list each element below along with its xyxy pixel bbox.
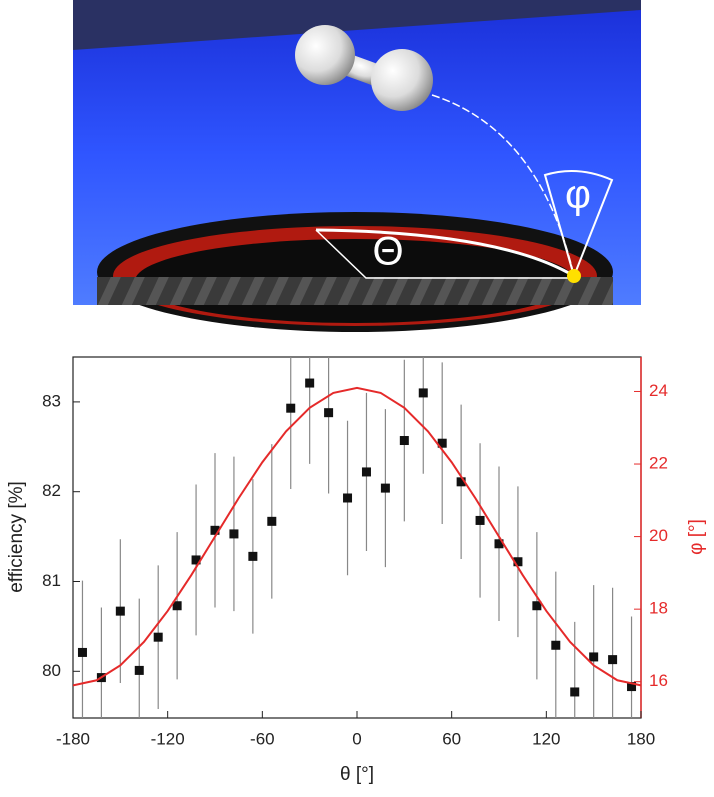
data-point [627, 682, 637, 692]
data-point [115, 606, 125, 616]
data-point [532, 601, 542, 611]
data-point [570, 687, 580, 697]
data-point [551, 640, 561, 650]
y-tick-label: 83 [42, 391, 61, 410]
x-tick-label: 120 [532, 729, 560, 748]
data-point [191, 555, 201, 565]
y2-tick-label: 24 [649, 381, 668, 400]
data-point [172, 601, 182, 611]
data-point [608, 655, 618, 665]
phi-label: φ [565, 173, 591, 217]
theta-wedge [315, 229, 574, 279]
y2-axis-title: φ [°] [686, 519, 707, 555]
phi-wedge [543, 170, 614, 280]
x-tick-label: 60 [442, 729, 461, 748]
data-point [324, 408, 334, 418]
arc [315, 228, 575, 278]
x-tick-label: 180 [627, 729, 655, 748]
data-point [248, 551, 258, 561]
data-point [153, 632, 163, 642]
base [97, 277, 613, 305]
data-point [475, 515, 485, 525]
data-point [437, 438, 447, 448]
y-tick-label: 80 [42, 661, 61, 680]
x-tick-label: -180 [56, 729, 90, 748]
x-tick-label: -120 [151, 729, 185, 748]
y-tick-label: 82 [42, 481, 61, 500]
y-tick-label: 81 [42, 571, 61, 590]
theta-label: Θ [372, 230, 403, 274]
data-point [267, 516, 277, 526]
data-point [380, 483, 390, 493]
data-point [494, 539, 504, 549]
x-tick-label: -60 [250, 729, 275, 748]
data-point [418, 388, 428, 398]
data-point [286, 403, 296, 413]
data-point [589, 652, 599, 662]
backdrop [73, 0, 641, 50]
data-point [305, 378, 315, 388]
y2-tick-label: 16 [649, 671, 668, 690]
data-point [343, 493, 353, 503]
y2-tick-label: 20 [649, 526, 668, 545]
x-tick-label: 0 [352, 729, 361, 748]
fit-curve [73, 386, 641, 687]
data-point [134, 665, 144, 675]
y2-tick-label: 22 [649, 454, 668, 473]
atom [295, 25, 355, 85]
illustration: φ Θ [73, 0, 641, 332]
data-point [399, 436, 409, 446]
y-axis-title: efficiency [%] [6, 481, 27, 593]
y2-tick-label: 18 [649, 599, 668, 618]
data-point [77, 647, 87, 657]
data-point [513, 557, 523, 567]
x-axis-title: θ [°] [340, 764, 374, 785]
data-point [456, 477, 466, 487]
data-point [210, 525, 220, 535]
impact-point [567, 269, 581, 283]
plot: θ [°] efficiency [%] φ [°] [6, 356, 707, 785]
data-point [361, 467, 371, 477]
data-point [229, 529, 239, 539]
atom [371, 49, 433, 111]
